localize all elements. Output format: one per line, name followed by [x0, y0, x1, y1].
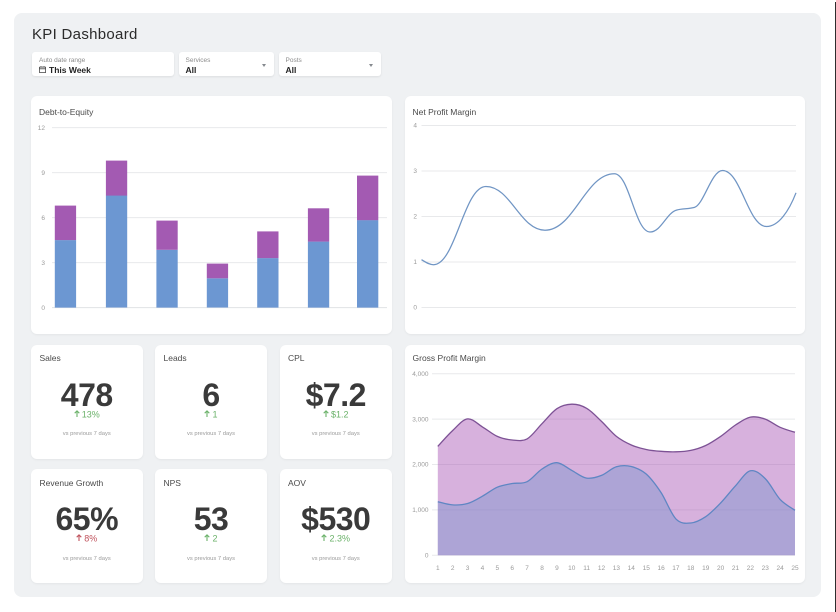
svg-text:3,000: 3,000 [412, 416, 429, 423]
svg-text:10: 10 [568, 565, 576, 572]
svg-text:1: 1 [413, 259, 417, 266]
svg-text:0: 0 [413, 305, 417, 312]
svg-text:3: 3 [413, 168, 417, 175]
svg-text:16: 16 [657, 565, 665, 572]
svg-text:7: 7 [525, 565, 529, 572]
svg-text:9: 9 [41, 170, 45, 177]
svg-text:3: 3 [465, 565, 469, 572]
svg-text:14: 14 [627, 565, 635, 572]
svg-text:21: 21 [731, 565, 739, 572]
svg-text:6: 6 [41, 215, 45, 222]
svg-text:4: 4 [480, 565, 484, 572]
svg-text:4: 4 [413, 123, 417, 130]
svg-text:1: 1 [435, 565, 439, 572]
svg-text:0: 0 [41, 305, 45, 312]
svg-text:2: 2 [413, 214, 417, 221]
svg-text:4,000: 4,000 [412, 371, 429, 378]
svg-text:11: 11 [583, 565, 590, 572]
svg-text:22: 22 [746, 565, 754, 572]
svg-text:15: 15 [642, 565, 650, 572]
svg-text:12: 12 [597, 565, 605, 572]
svg-text:2: 2 [450, 565, 454, 572]
svg-text:0: 0 [424, 552, 428, 559]
svg-text:8: 8 [540, 565, 544, 572]
svg-text:9: 9 [555, 565, 559, 572]
svg-text:5: 5 [495, 565, 499, 572]
svg-text:17: 17 [672, 565, 680, 572]
svg-text:24: 24 [776, 565, 784, 572]
svg-text:20: 20 [716, 565, 724, 572]
svg-text:6: 6 [510, 565, 514, 572]
svg-text:1,000: 1,000 [412, 507, 429, 514]
svg-text:25: 25 [791, 565, 799, 572]
svg-text:3: 3 [41, 260, 45, 267]
svg-text:13: 13 [612, 565, 620, 572]
svg-text:23: 23 [761, 565, 769, 572]
svg-text:19: 19 [702, 565, 710, 572]
svg-text:2,000: 2,000 [412, 461, 429, 468]
svg-text:12: 12 [38, 125, 46, 132]
svg-text:18: 18 [687, 565, 695, 572]
